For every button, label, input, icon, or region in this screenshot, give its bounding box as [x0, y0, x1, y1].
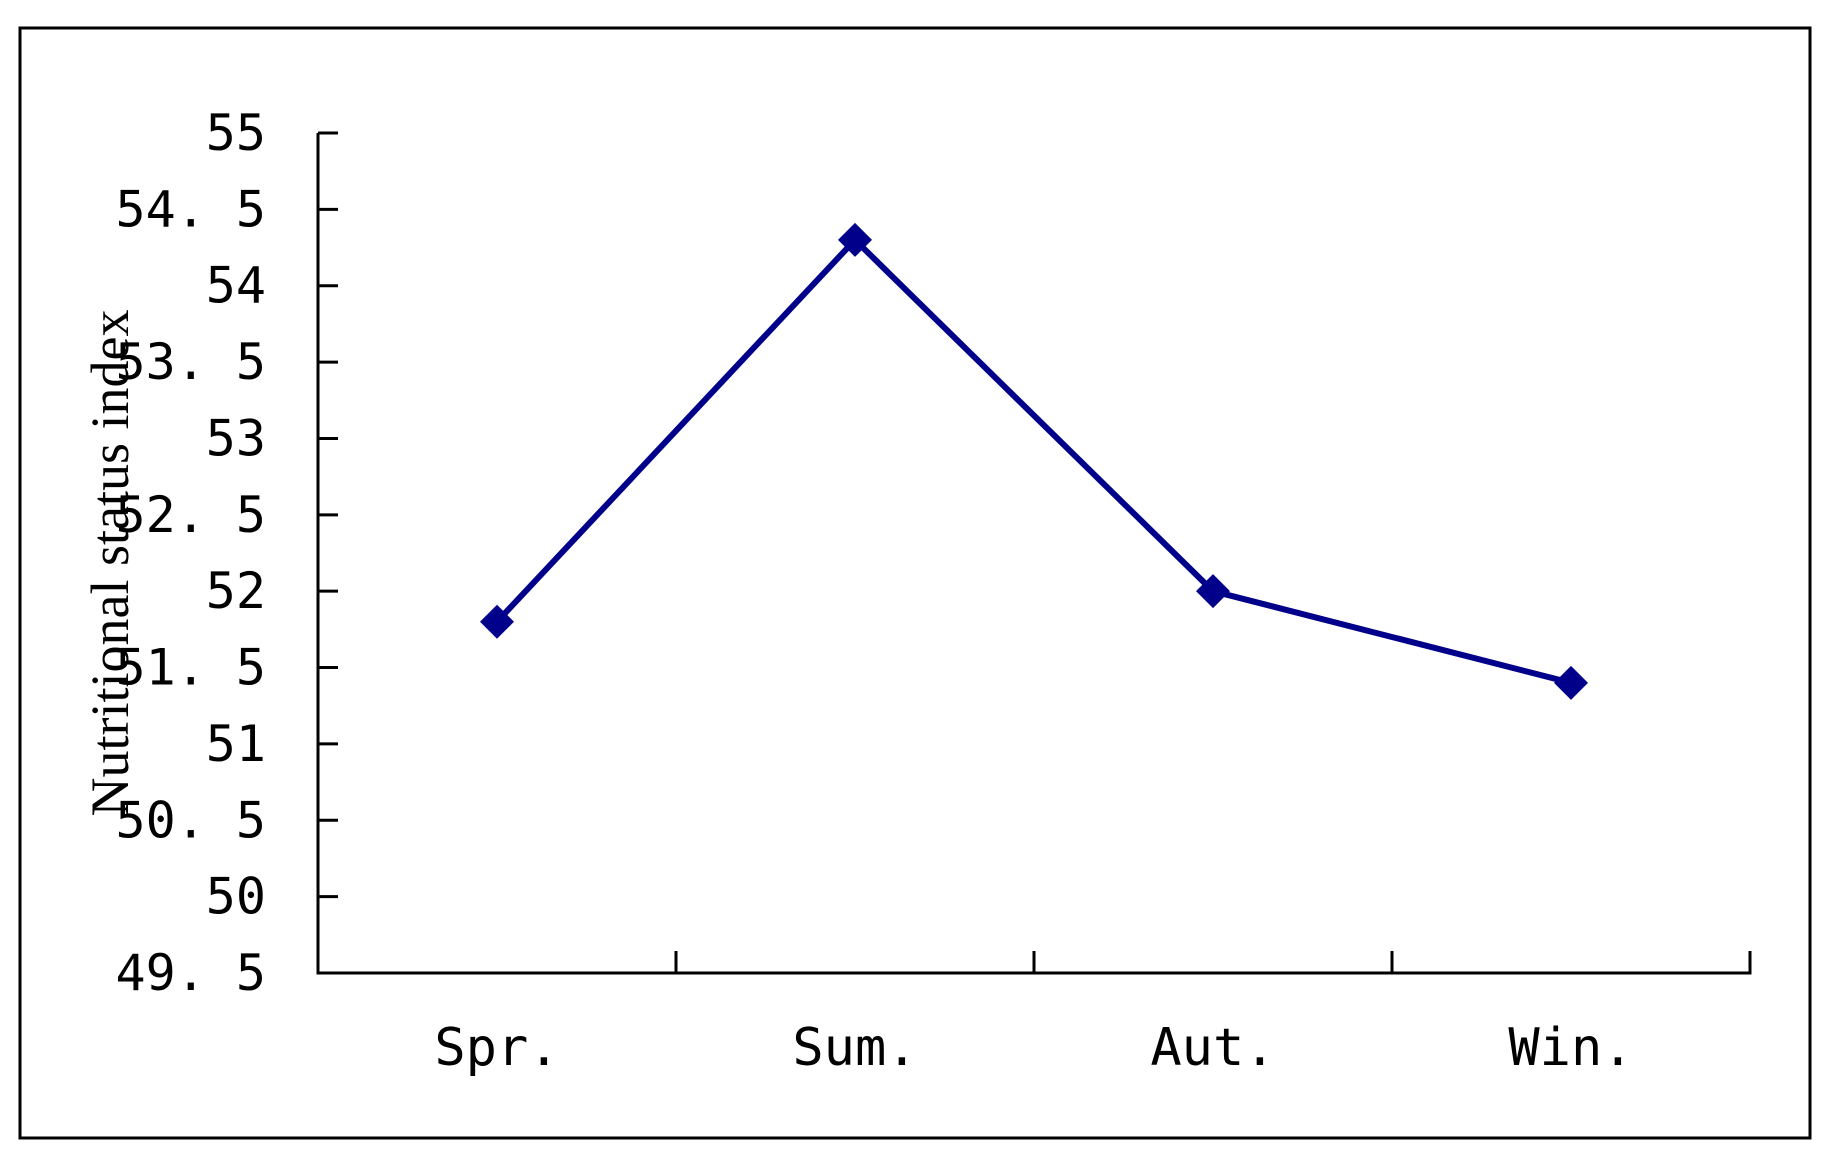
- x-tick-label: Sum.: [792, 1018, 917, 1078]
- y-axis-title: Nutritional status index: [80, 310, 140, 817]
- diamond-marker: [838, 222, 872, 257]
- y-tick-label: 54. 5: [115, 180, 266, 238]
- y-axis-tick-labels: 49. 5 50 50. 5 51 51. 5 52 52. 5 53 53. 5 54 54. 5…: [115, 104, 266, 1002]
- y-tick-label: 52. 5: [115, 486, 266, 544]
- y-tick-label: 51. 5: [115, 639, 266, 697]
- y-tick-label: 51: [206, 715, 266, 773]
- x-tick-label: Win.: [1508, 1018, 1633, 1078]
- diamond-marker: [480, 604, 514, 639]
- x-axis-ticks: [674, 951, 1394, 973]
- y-tick-label: 54: [206, 257, 266, 315]
- diamond-marker: [1196, 574, 1230, 609]
- series-layer: [480, 222, 1588, 700]
- x-tick-label: Aut.: [1150, 1018, 1275, 1078]
- y-tick-label: 53. 5: [115, 333, 266, 391]
- y-tick-label: 50. 5: [115, 791, 266, 849]
- y-tick-label: 50: [206, 868, 266, 926]
- y-tick-label: 55: [206, 104, 266, 162]
- x-tick-label: Spr.: [434, 1018, 559, 1078]
- y-tick-label: 49. 5: [115, 944, 266, 1002]
- x-axis-tick-labels: Spr. Sum. Aut. Win.: [434, 1018, 1633, 1078]
- y-tick-label: 53: [206, 409, 266, 467]
- diamond-marker: [1554, 665, 1588, 700]
- y-tick-label: 52: [206, 562, 266, 620]
- series-line: [494, 236, 1572, 686]
- chart-axes: [316, 133, 1752, 975]
